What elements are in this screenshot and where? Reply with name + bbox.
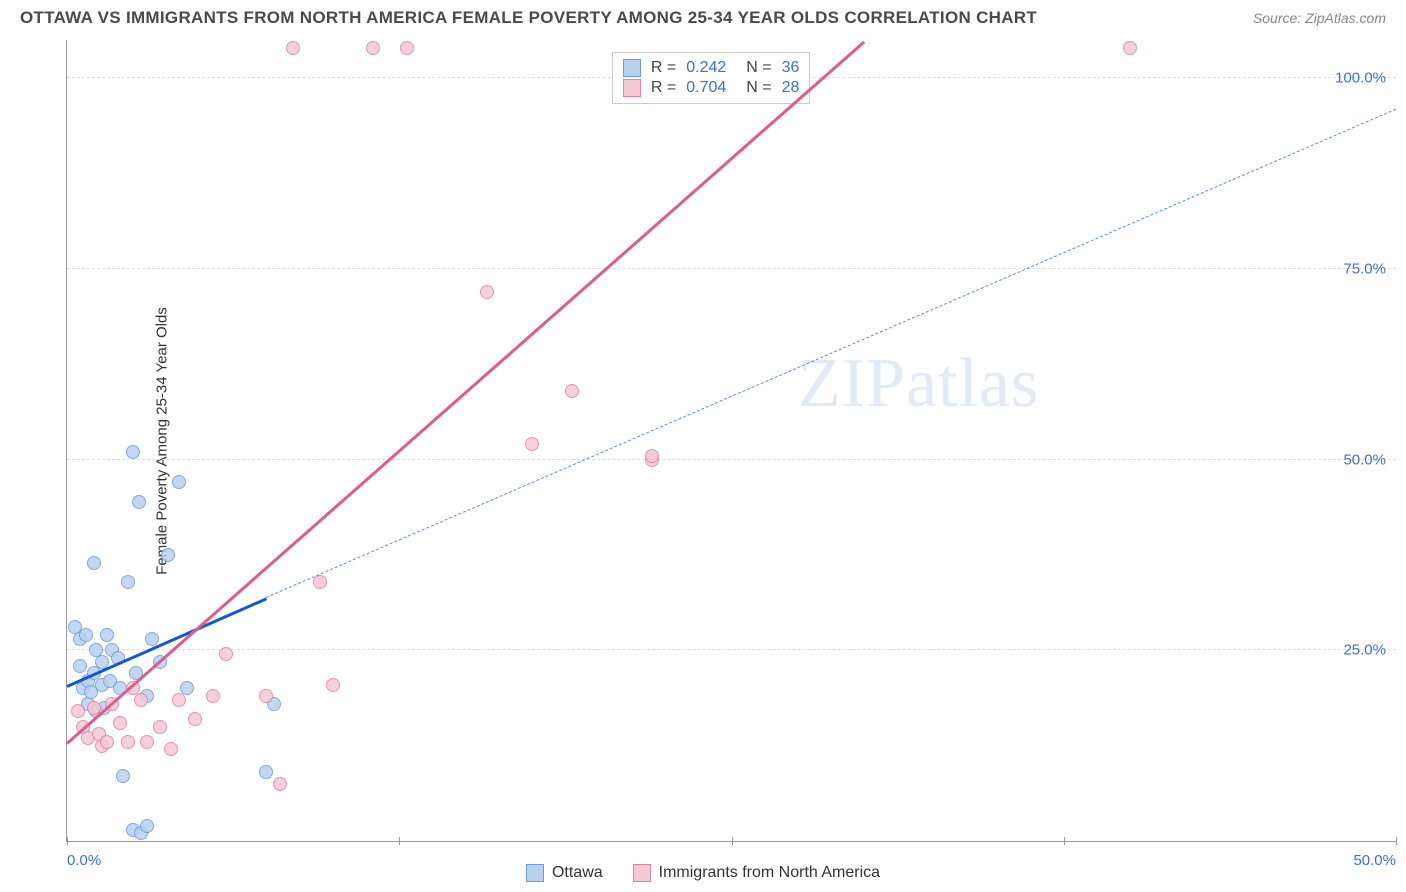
legend-swatch <box>623 79 641 97</box>
data-point <box>172 693 186 707</box>
data-point <box>100 628 114 642</box>
data-point <box>286 41 300 55</box>
legend-r-value: 0.704 <box>686 79 726 97</box>
legend-stats-row: R = 0.242 N = 36 <box>623 59 800 77</box>
gridline <box>67 268 1396 269</box>
y-tick-label: 50.0% <box>1343 451 1386 468</box>
data-point <box>164 742 178 756</box>
watermark: ZIPatlas <box>798 344 1039 424</box>
data-point <box>153 720 167 734</box>
data-point <box>326 678 340 692</box>
data-point <box>132 495 146 509</box>
trend-line <box>66 597 267 687</box>
data-point <box>79 628 93 642</box>
data-point <box>1123 41 1137 55</box>
x-tick <box>732 837 733 845</box>
data-point <box>480 285 494 299</box>
legend-item: Ottawa <box>526 864 603 882</box>
data-point <box>219 647 233 661</box>
x-tick <box>1064 837 1065 845</box>
data-point <box>71 704 85 718</box>
data-point <box>116 769 130 783</box>
legend-stats: R = 0.242 N = 36 R = 0.704 N = 28 <box>612 52 811 104</box>
legend-stats-row: R = 0.704 N = 28 <box>623 79 800 97</box>
data-point <box>100 735 114 749</box>
data-point <box>188 712 202 726</box>
x-tick <box>67 837 68 845</box>
trend-line <box>266 109 1396 598</box>
chart-area: Female Poverty Among 25-34 Year Olds ZIP… <box>50 40 1396 842</box>
data-point <box>259 765 273 779</box>
data-point <box>273 777 287 791</box>
gridline <box>67 649 1396 650</box>
data-point <box>140 819 154 833</box>
legend-r-label: R = <box>651 59 676 77</box>
legend-item: Immigrants from North America <box>633 864 880 882</box>
data-point <box>121 575 135 589</box>
y-tick-label: 75.0% <box>1343 260 1386 277</box>
data-point <box>565 384 579 398</box>
data-point <box>259 689 273 703</box>
legend-n-value: 28 <box>782 79 800 97</box>
legend-r-value: 0.242 <box>686 59 726 77</box>
legend-n-label: N = <box>746 59 771 77</box>
data-point <box>645 449 659 463</box>
legend-swatch <box>623 59 641 77</box>
data-point <box>400 41 414 55</box>
data-point <box>121 735 135 749</box>
trend-line <box>66 40 865 744</box>
data-point <box>366 41 380 55</box>
legend-n-label: N = <box>746 79 771 97</box>
source-label: Source: ZipAtlas.com <box>1253 10 1386 26</box>
plot-region: ZIPatlas 25.0%50.0%75.0%100.0%0.0%50.0%R… <box>66 40 1396 842</box>
legend-label: Ottawa <box>552 864 603 882</box>
data-point <box>73 659 87 673</box>
gridline <box>67 459 1396 460</box>
data-point <box>87 556 101 570</box>
chart-title: OTTAWA VS IMMIGRANTS FROM NORTH AMERICA … <box>20 8 1037 28</box>
data-point <box>126 445 140 459</box>
data-point <box>161 548 175 562</box>
y-tick-label: 25.0% <box>1343 642 1386 659</box>
data-point <box>113 716 127 730</box>
legend-bottom: Ottawa Immigrants from North America <box>0 864 1406 882</box>
legend-r-label: R = <box>651 79 676 97</box>
x-tick <box>399 837 400 845</box>
legend-label: Immigrants from North America <box>659 864 880 882</box>
data-point <box>134 693 148 707</box>
data-point <box>525 437 539 451</box>
y-tick-label: 100.0% <box>1335 70 1386 87</box>
data-point <box>172 475 186 489</box>
x-tick <box>1396 837 1397 845</box>
data-point <box>206 689 220 703</box>
data-point <box>145 632 159 646</box>
data-point <box>140 735 154 749</box>
legend-n-value: 36 <box>782 59 800 77</box>
legend-swatch <box>633 864 651 882</box>
legend-swatch <box>526 864 544 882</box>
